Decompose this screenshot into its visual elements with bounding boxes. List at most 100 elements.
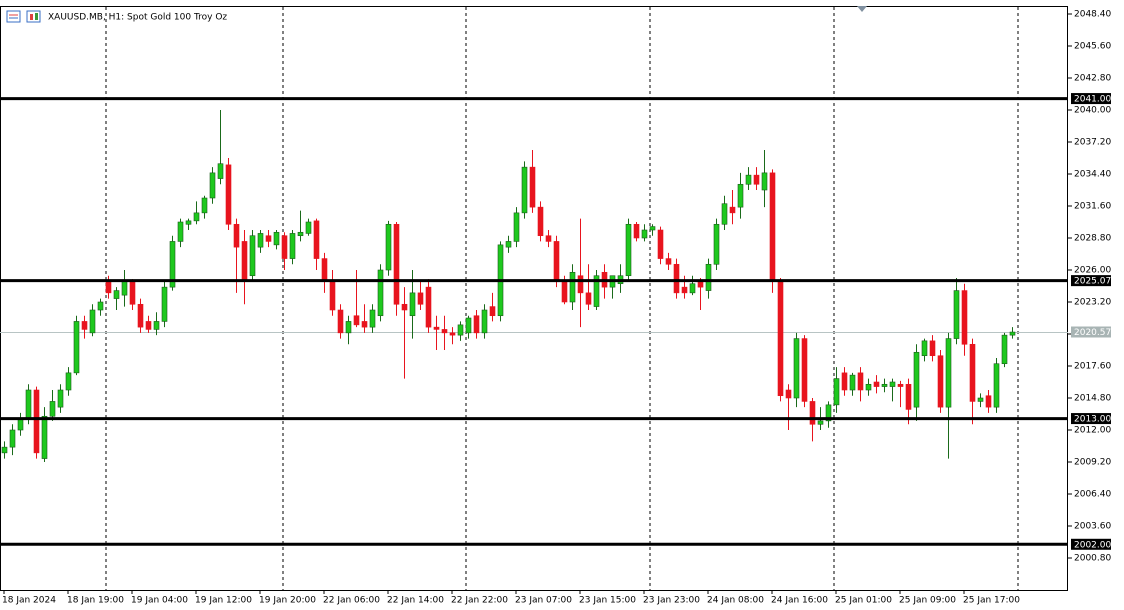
candle-body xyxy=(673,263,680,294)
candle-body xyxy=(705,263,712,291)
candle-body xyxy=(33,389,40,454)
candle-body xyxy=(401,303,408,311)
candle-body xyxy=(833,378,840,406)
x-tick-label: 22 Jan 06:00 xyxy=(323,596,380,606)
candle-body xyxy=(425,286,432,328)
icon xyxy=(30,14,33,20)
x-tick-label: 24 Jan 16:00 xyxy=(771,596,828,606)
candle-body xyxy=(257,233,264,248)
candle-body xyxy=(913,351,920,408)
candle-body xyxy=(105,281,112,294)
candle-body xyxy=(889,381,896,387)
day-separators xyxy=(105,7,1019,590)
candle-body xyxy=(273,231,280,246)
candle-body xyxy=(129,281,136,305)
icon xyxy=(35,13,38,20)
y-tick-label: 2014.80 xyxy=(1074,394,1111,404)
candle-body xyxy=(809,401,816,425)
candle-body xyxy=(921,340,928,357)
candle-body xyxy=(329,281,336,311)
candle-body xyxy=(417,292,424,305)
y-tick-label: 2009.20 xyxy=(1074,458,1111,468)
candle-body xyxy=(465,317,472,334)
candle-body xyxy=(361,321,368,328)
candle-body xyxy=(513,212,520,242)
candle-body xyxy=(697,281,704,288)
candle-body xyxy=(905,383,912,410)
candle-body xyxy=(753,174,760,185)
candle-body xyxy=(1,446,8,454)
candle-body xyxy=(945,338,952,408)
candle-body xyxy=(593,275,600,307)
candle-body xyxy=(993,363,1000,408)
candle-body xyxy=(145,321,152,330)
candle-body xyxy=(977,397,984,402)
candle-body xyxy=(65,372,72,391)
candle-body xyxy=(721,203,728,225)
candle-body xyxy=(249,235,256,277)
candle-body xyxy=(801,338,808,402)
plot-frame xyxy=(0,6,1068,591)
candle-body xyxy=(345,321,352,334)
x-tick-label: 23 Jan 23:00 xyxy=(643,596,700,606)
candle-body xyxy=(873,381,880,387)
level-box xyxy=(1071,413,1111,425)
candle-body xyxy=(393,223,400,305)
candle-body xyxy=(817,420,824,425)
candle-body xyxy=(201,197,208,214)
candle-body xyxy=(681,286,688,294)
candle-body xyxy=(385,223,392,271)
y-tick-label: 2026.00 xyxy=(1074,266,1111,276)
candle-body xyxy=(337,309,344,334)
candle-body xyxy=(369,309,376,328)
candle-body xyxy=(73,321,80,374)
icon xyxy=(26,10,41,23)
candle-body xyxy=(785,389,792,399)
candle-body xyxy=(633,223,640,239)
candle-body xyxy=(777,281,784,397)
candle-body xyxy=(377,269,384,317)
candle-body xyxy=(305,221,312,234)
candle-body xyxy=(121,281,128,296)
candle-body xyxy=(625,223,632,277)
level-label: 2025.07 xyxy=(1074,277,1111,287)
candle-body xyxy=(489,306,496,317)
level-label: 2041.00 xyxy=(1074,95,1111,105)
candle-body xyxy=(929,340,936,357)
candle-body xyxy=(553,241,560,282)
candle-body xyxy=(321,258,328,282)
candle-body xyxy=(457,324,464,336)
candle-body xyxy=(769,172,776,282)
current-price-label: 2020.57 xyxy=(1074,328,1111,338)
candle-body xyxy=(473,315,480,334)
candle-body xyxy=(433,326,440,330)
candle-body xyxy=(529,166,536,208)
candle-body xyxy=(577,275,584,294)
candle-body xyxy=(241,241,248,282)
candle-body xyxy=(9,429,16,448)
candle-body xyxy=(193,212,200,222)
chart-shift-marker xyxy=(857,6,867,12)
candle-body xyxy=(449,332,456,336)
candle-body xyxy=(537,206,544,237)
x-tick-label: 19 Jan 12:00 xyxy=(195,596,252,606)
candle-body xyxy=(225,164,232,225)
level-box xyxy=(1071,93,1111,105)
candle-body xyxy=(985,395,992,408)
y-tick-label: 2048.40 xyxy=(1074,10,1111,20)
candle-body xyxy=(665,258,672,265)
candle-body xyxy=(649,226,656,231)
x-tick-label: 25 Jan 09:00 xyxy=(899,596,956,606)
x-tick-label: 25 Jan 17:00 xyxy=(963,596,1020,606)
candle-body xyxy=(841,372,848,391)
candle-body xyxy=(737,183,744,208)
candle-body xyxy=(409,292,416,317)
candle-body xyxy=(169,241,176,288)
candle-body xyxy=(97,301,104,311)
y-tick-label: 2023.20 xyxy=(1074,298,1111,308)
y-tick-label: 2034.40 xyxy=(1074,170,1111,180)
icon xyxy=(6,10,21,23)
candle-body xyxy=(265,235,272,242)
